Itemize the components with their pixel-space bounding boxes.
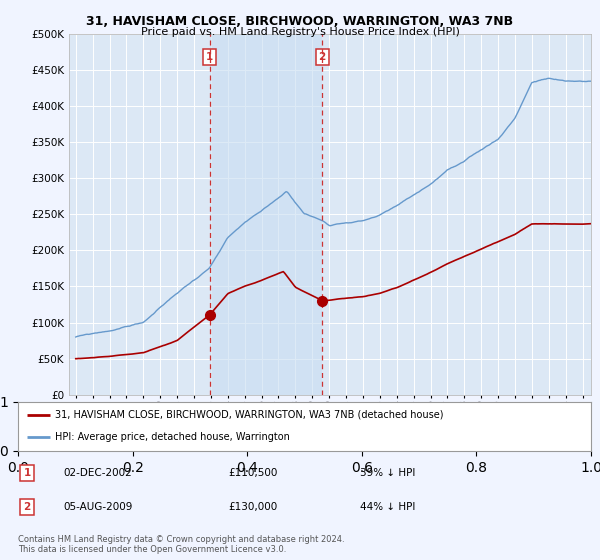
Text: 1: 1 [23, 468, 31, 478]
Text: Price paid vs. HM Land Registry's House Price Index (HPI): Price paid vs. HM Land Registry's House … [140, 27, 460, 37]
Text: 31, HAVISHAM CLOSE, BIRCHWOOD, WARRINGTON, WA3 7NB: 31, HAVISHAM CLOSE, BIRCHWOOD, WARRINGTO… [86, 15, 514, 27]
Text: HPI: Average price, detached house, Warrington: HPI: Average price, detached house, Warr… [55, 432, 290, 442]
Text: 2: 2 [319, 52, 326, 62]
Text: 1: 1 [206, 52, 213, 62]
Text: 44% ↓ HPI: 44% ↓ HPI [360, 502, 415, 512]
Text: 2: 2 [23, 502, 31, 512]
Bar [209, 34, 322, 395]
Text: 39% ↓ HPI: 39% ↓ HPI [360, 468, 415, 478]
Text: 02-DEC-2002: 02-DEC-2002 [63, 468, 132, 478]
Text: £130,000: £130,000 [228, 502, 277, 512]
Text: 31, HAVISHAM CLOSE, BIRCHWOOD, WARRINGTON, WA3 7NB (detached house): 31, HAVISHAM CLOSE, BIRCHWOOD, WARRINGTO… [55, 410, 444, 420]
Text: £110,500: £110,500 [228, 468, 277, 478]
Text: Contains HM Land Registry data © Crown copyright and database right 2024.
This d: Contains HM Land Registry data © Crown c… [18, 535, 344, 554]
Text: 05-AUG-2009: 05-AUG-2009 [63, 502, 133, 512]
